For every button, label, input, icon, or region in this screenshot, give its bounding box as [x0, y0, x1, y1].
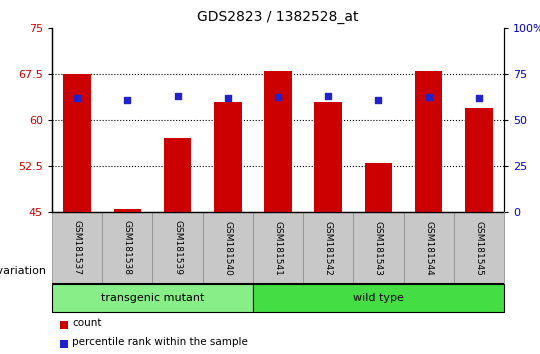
Text: GSM181540: GSM181540 — [223, 221, 232, 275]
Bar — [403, 212, 454, 284]
Bar — [63, 74, 91, 212]
Bar — [465, 108, 492, 212]
Bar — [113, 209, 141, 212]
Point — [475, 95, 483, 101]
Point — [424, 94, 433, 100]
Text: genotype/variation: genotype/variation — [0, 266, 46, 276]
Bar — [353, 212, 403, 284]
Bar — [454, 212, 504, 284]
Bar — [202, 212, 253, 284]
Bar — [52, 284, 253, 312]
Text: count: count — [72, 318, 102, 328]
Bar — [102, 212, 152, 284]
Text: transgenic mutant: transgenic mutant — [101, 293, 204, 303]
Bar — [164, 138, 191, 212]
Text: GSM181545: GSM181545 — [474, 221, 483, 275]
Bar — [152, 212, 202, 284]
Point — [73, 95, 82, 101]
Bar — [52, 212, 102, 284]
Point — [324, 93, 333, 99]
Bar — [253, 284, 504, 312]
Text: GSM181539: GSM181539 — [173, 221, 182, 275]
Bar — [415, 71, 442, 212]
Bar — [314, 102, 342, 212]
Point — [274, 94, 282, 100]
Bar — [60, 321, 68, 329]
Text: GSM181542: GSM181542 — [323, 221, 333, 275]
Bar — [364, 163, 392, 212]
Point — [374, 97, 383, 103]
Bar — [264, 71, 292, 212]
Text: wild type: wild type — [353, 293, 404, 303]
Text: GSM181538: GSM181538 — [123, 221, 132, 275]
Point — [173, 93, 182, 99]
Text: percentile rank within the sample: percentile rank within the sample — [72, 337, 248, 347]
Text: GSM181544: GSM181544 — [424, 221, 433, 275]
Point — [224, 95, 232, 101]
Bar — [60, 340, 68, 348]
Bar — [303, 212, 353, 284]
Point — [123, 97, 132, 103]
Text: GSM181541: GSM181541 — [273, 221, 282, 275]
Bar — [214, 102, 241, 212]
Text: GSM181543: GSM181543 — [374, 221, 383, 275]
Text: GSM181537: GSM181537 — [72, 221, 82, 275]
Title: GDS2823 / 1382528_at: GDS2823 / 1382528_at — [197, 10, 359, 24]
Bar — [253, 212, 303, 284]
